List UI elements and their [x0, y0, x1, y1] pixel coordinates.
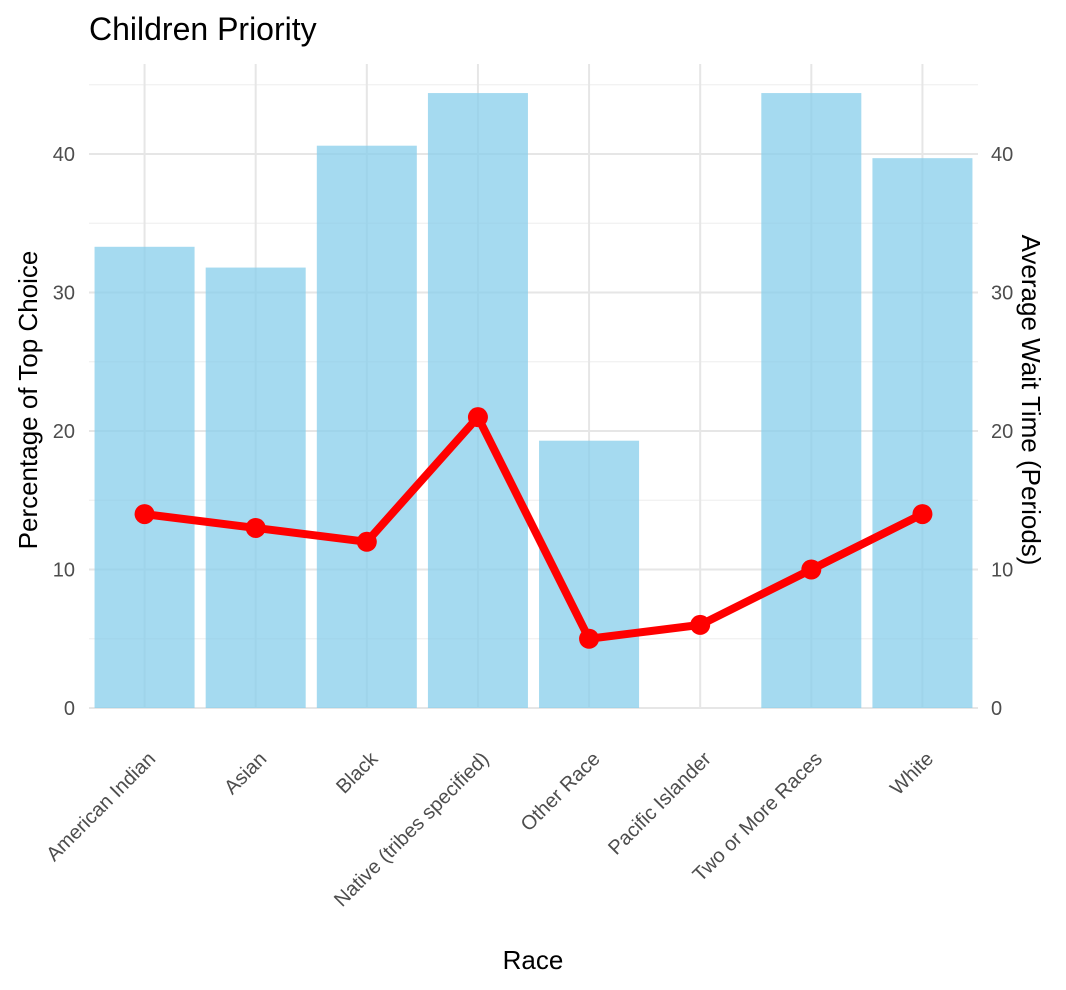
y-axis-title: Percentage of Top Choice [13, 251, 43, 550]
y-tick-label: 20 [53, 421, 75, 443]
wait-time-line [140, 413, 927, 643]
x-tick-label: Pacific Islander [604, 748, 716, 860]
x-tick-label: Black [332, 747, 383, 798]
y-tick-label: 30 [53, 283, 75, 305]
left-y-axis: 0 10 20 30 40 [53, 144, 75, 720]
wait-time-point [801, 559, 822, 580]
wait-time-point [912, 504, 933, 525]
right-y-axis: 0 10 20 30 40 [991, 144, 1013, 720]
wait-time-point [579, 628, 600, 649]
wait-time-point [467, 407, 488, 428]
y2-tick-label: 20 [991, 421, 1013, 443]
wait-time-point [356, 531, 377, 552]
x-tick-label: American Indian [42, 748, 160, 866]
x-tick-label: Other Race [517, 748, 605, 836]
chart-title: Children Priority [89, 11, 317, 47]
wait-time-point [690, 614, 711, 635]
bar [761, 93, 862, 708]
bar [94, 246, 195, 709]
wait-time-line-series [134, 407, 933, 649]
y-tick-label: 40 [53, 144, 75, 166]
x-tick-label: Asian [220, 748, 271, 799]
y2-axis-title: Average Wait Time (Periods) [1016, 235, 1046, 566]
bar [872, 158, 973, 708]
y2-tick-label: 30 [991, 283, 1013, 305]
bar [427, 93, 528, 708]
y-tick-label: 0 [64, 698, 75, 720]
wait-time-point [245, 517, 266, 538]
wait-time-point [134, 504, 155, 525]
x-tick-label: White [886, 748, 938, 800]
y2-tick-label: 40 [991, 144, 1013, 166]
y-tick-label: 10 [53, 560, 75, 582]
bar-series [94, 93, 973, 709]
y2-tick-label: 10 [991, 560, 1013, 582]
x-axis-title: Race [503, 945, 564, 975]
y2-tick-label: 0 [991, 698, 1002, 720]
bar [316, 145, 417, 708]
bar [205, 267, 306, 708]
